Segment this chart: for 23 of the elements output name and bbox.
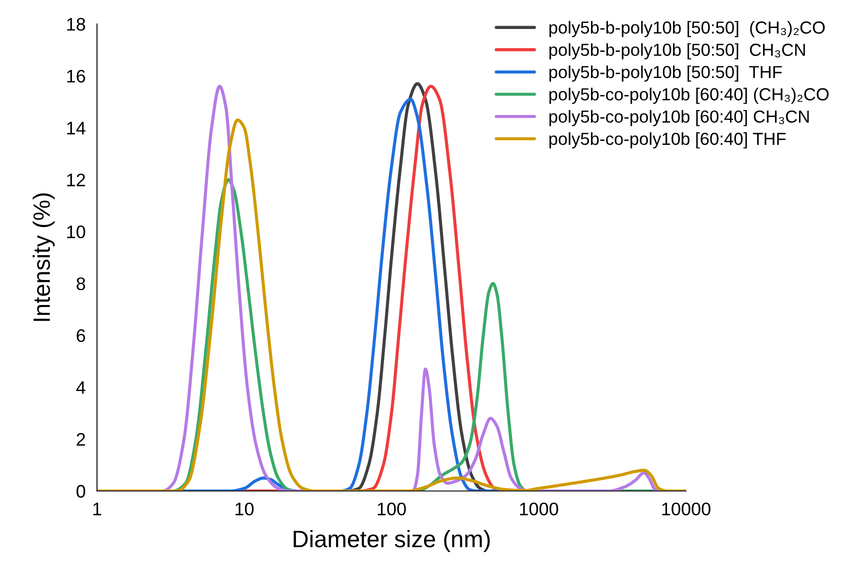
y-tick-label: 14 bbox=[67, 122, 86, 134]
y-axis-title: Intensity (%) bbox=[32, 193, 55, 321]
y-tick-label: 4 bbox=[76, 381, 86, 394]
x-tick-label: 10000 bbox=[662, 502, 710, 516]
x-tick-label: 100 bbox=[378, 502, 406, 516]
y-tick-label: 10 bbox=[67, 225, 86, 238]
x-tick-label: 1000 bbox=[520, 502, 558, 516]
legend-label: poly5b-co-poly10b [60:40] (CH₃)₂CO bbox=[549, 88, 829, 104]
legend-label: poly5b-b-poly10b [50:50] (CH₃)₂CO bbox=[549, 20, 825, 38]
x-tick-label: 10 bbox=[236, 502, 254, 516]
y-tick-label: 8 bbox=[76, 277, 86, 290]
y-tick-label: 12 bbox=[67, 174, 85, 186]
y-tick-label: 0 bbox=[76, 484, 86, 498]
legend-label: poly5b-b-poly10b [50:50] THF bbox=[549, 65, 782, 82]
legend-label: poly5b-co-poly10b [60:40] CH₃CN bbox=[549, 110, 809, 126]
y-tick-label: 2 bbox=[76, 433, 85, 446]
x-tick-label: 1 bbox=[93, 502, 102, 516]
x-axis-title: Diameter size (nm) bbox=[294, 530, 490, 552]
y-tick-label: 16 bbox=[67, 70, 86, 83]
y-tick-label: 18 bbox=[67, 18, 86, 31]
legend-label: poly5b-co-poly10b [60:40] THF bbox=[549, 132, 786, 148]
y-tick-label: 6 bbox=[76, 329, 86, 342]
legend-label: poly5b-b-poly10b [50:50] CH₃CN bbox=[549, 43, 805, 60]
